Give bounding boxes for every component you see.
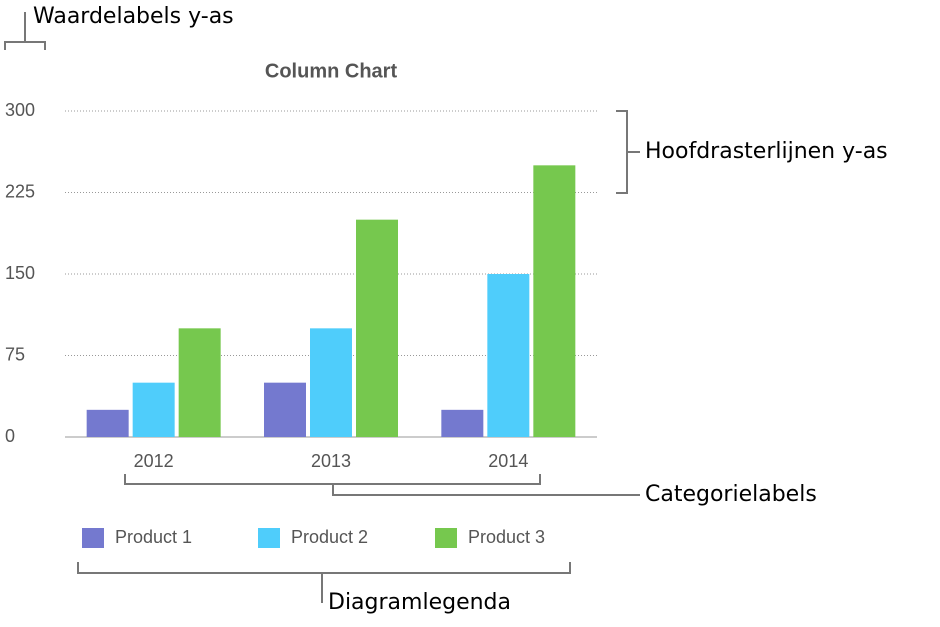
legend-label: Product 1: [115, 527, 192, 547]
annotation: Diagramlegenda: [328, 590, 511, 615]
x-tick-label: 2012: [134, 451, 174, 471]
legend-swatch: [258, 528, 280, 548]
chart-title: Column Chart: [265, 60, 398, 82]
bar: [487, 274, 530, 437]
bracket: [616, 110, 640, 194]
bracket: [77, 562, 571, 603]
legend-label: Product 2: [291, 527, 368, 547]
y-tick-label: 225: [5, 181, 35, 201]
bar: [86, 409, 129, 437]
y-tick-label: 300: [5, 100, 35, 120]
bar: [178, 328, 221, 437]
bracket: [4, 12, 46, 50]
y-tick-label: 150: [5, 263, 35, 283]
bracket: [124, 474, 640, 496]
y-tick-label: 75: [5, 344, 25, 364]
legend-swatch: [82, 528, 104, 548]
legend-label: Product 3: [468, 527, 545, 547]
bar: [264, 382, 306, 437]
annotation: Waardelabels y-as: [33, 4, 234, 29]
bar: [310, 328, 352, 437]
y-tick-label: 0: [5, 426, 15, 446]
x-tick-label: 2014: [488, 451, 528, 471]
bar: [533, 165, 576, 438]
bar: [132, 382, 175, 437]
legend-swatch: [435, 528, 457, 548]
bar: [356, 219, 398, 437]
bar: [441, 409, 484, 437]
annotation: Hoofdrasterlijnen y-as: [645, 139, 888, 164]
annotation: Categorielabels: [645, 482, 817, 507]
x-tick-label: 2013: [311, 451, 351, 471]
